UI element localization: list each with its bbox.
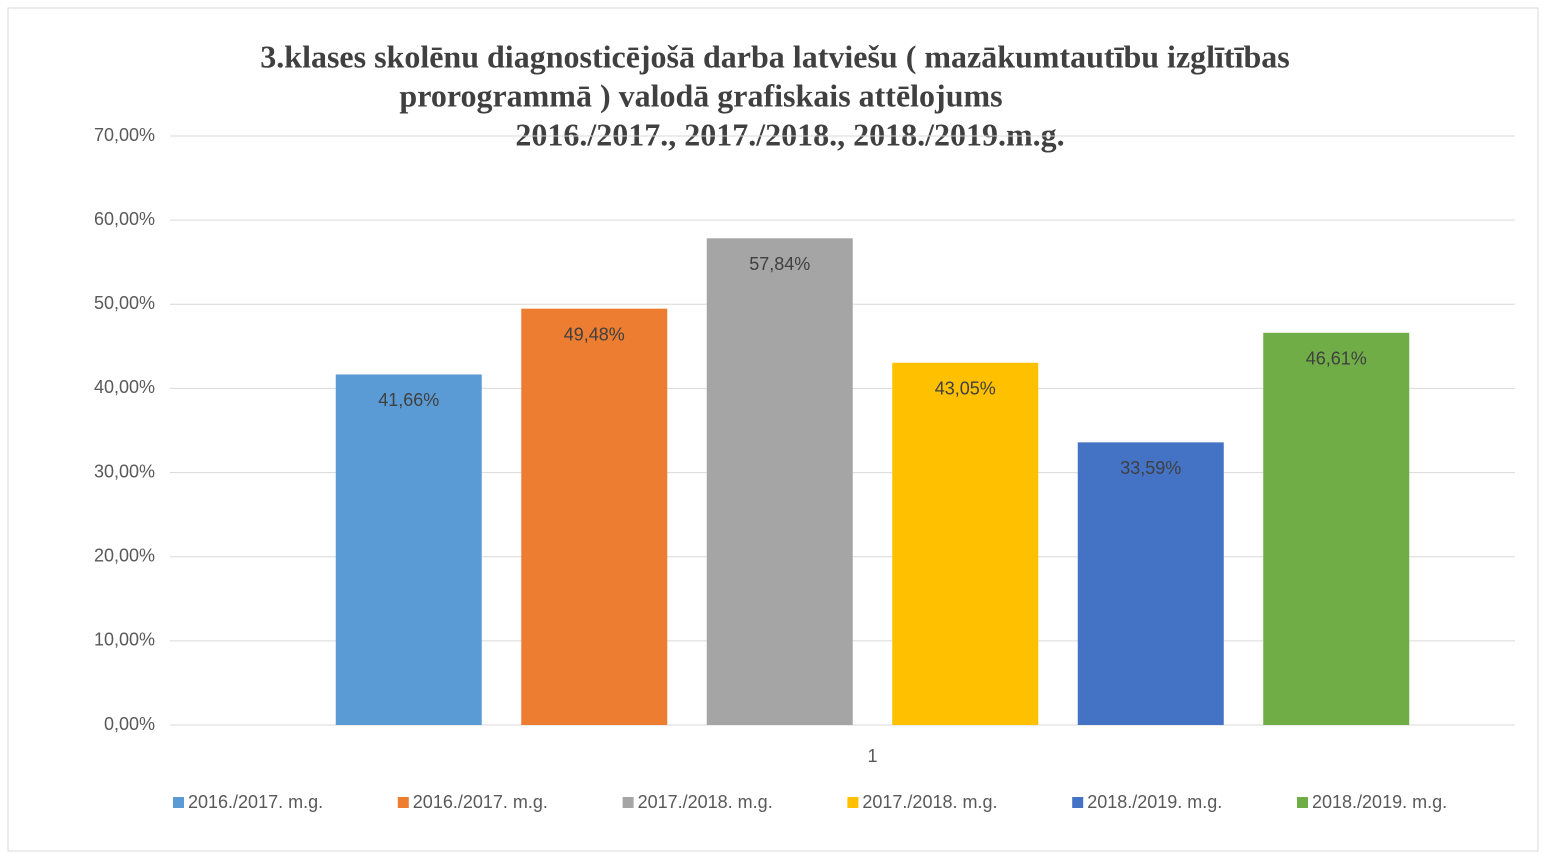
y-tick-label: 10,00% bbox=[94, 630, 155, 650]
legend-swatch bbox=[622, 797, 634, 808]
x-tick-label: 1 bbox=[867, 746, 877, 766]
legend-label: 2018./2019. m.g. bbox=[1312, 792, 1447, 812]
y-tick-label: 0,00% bbox=[104, 714, 155, 734]
y-tick-label: 70,00% bbox=[94, 125, 155, 145]
data-label: 33,59% bbox=[1120, 458, 1181, 478]
y-tick-label: 40,00% bbox=[94, 377, 155, 397]
legend-swatch bbox=[173, 797, 184, 808]
data-label: 46,61% bbox=[1306, 349, 1367, 369]
chart-title: prorogrammā ) valodā grafiskais attēloju… bbox=[399, 77, 1002, 113]
data-label: 49,48% bbox=[564, 324, 625, 344]
legend-label: 2016./2017. m.g. bbox=[188, 792, 323, 812]
legend-label: 2016./2017. m.g. bbox=[413, 792, 548, 812]
bar bbox=[1077, 442, 1224, 725]
bar bbox=[1263, 332, 1410, 725]
bar bbox=[892, 362, 1039, 725]
y-tick-label: 50,00% bbox=[94, 293, 155, 313]
bar bbox=[521, 308, 668, 725]
y-tick-label: 60,00% bbox=[94, 209, 155, 229]
legend-label: 2017./2018. m.g. bbox=[862, 792, 997, 812]
data-label: 41,66% bbox=[378, 390, 439, 410]
data-label: 43,05% bbox=[935, 379, 996, 399]
legend-swatch bbox=[1072, 797, 1084, 808]
legend-swatch bbox=[397, 797, 409, 808]
bar bbox=[706, 238, 853, 725]
chart-title: 2016./2017., 2017./2018., 2018./2019.m.g… bbox=[515, 116, 1064, 152]
legend-swatch bbox=[1297, 797, 1308, 808]
chart-title: 3.klases skolēnu diagnosticējošā darba l… bbox=[260, 38, 1289, 74]
legend-label: 2018./2019. m.g. bbox=[1087, 792, 1222, 812]
legend-label: 2017./2018. m.g. bbox=[638, 792, 773, 812]
bar bbox=[335, 374, 482, 725]
data-label: 57,84% bbox=[749, 254, 810, 274]
legend-swatch bbox=[847, 797, 859, 808]
y-tick-label: 20,00% bbox=[94, 545, 155, 565]
y-tick-label: 30,00% bbox=[94, 461, 155, 481]
